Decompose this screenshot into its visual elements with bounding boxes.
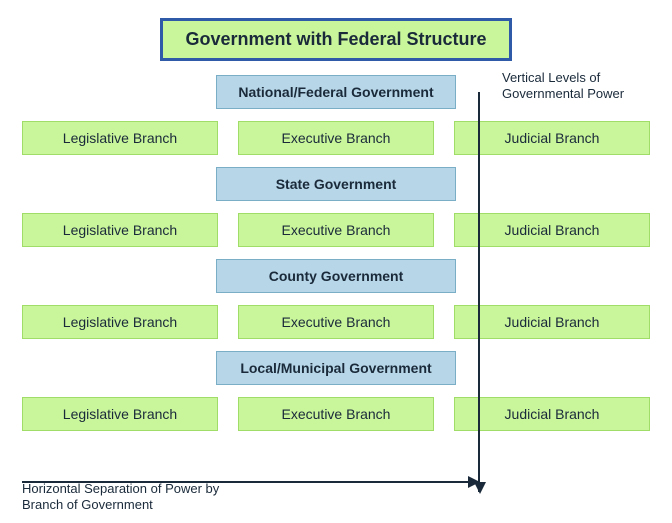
branch-box-judicial: Judicial Branch [454,213,650,247]
branch-box-legislative: Legislative Branch [22,121,218,155]
branch-row: Legislative Branch Executive Branch Judi… [22,397,650,431]
diagram-stack: National/Federal Government Legislative … [22,75,650,431]
branch-row: Legislative Branch Executive Branch Judi… [22,121,650,155]
branch-row: Legislative Branch Executive Branch Judi… [22,305,650,339]
title-row: Government with Federal Structure [22,18,650,61]
level-row: County Government [22,259,650,293]
horizontal-axis-label: Horizontal Separation of Power by Branch… [22,481,219,514]
branch-box-executive: Executive Branch [238,121,434,155]
level-box-county: County Government [216,259,456,293]
level-box-local: Local/Municipal Government [216,351,456,385]
level-box-national: National/Federal Government [216,75,456,109]
level-row: State Government [22,167,650,201]
branch-box-legislative: Legislative Branch [22,213,218,247]
branch-row: Legislative Branch Executive Branch Judi… [22,213,650,247]
branch-box-legislative: Legislative Branch [22,397,218,431]
diagram-canvas: Government with Federal Structure Vertic… [0,0,672,523]
branch-box-executive: Executive Branch [238,213,434,247]
vertical-axis-arrow [478,92,480,492]
diagram-title: Government with Federal Structure [160,18,511,61]
branch-box-executive: Executive Branch [238,397,434,431]
branch-box-judicial: Judicial Branch [454,397,650,431]
level-box-state: State Government [216,167,456,201]
level-row: Local/Municipal Government [22,351,650,385]
branch-box-executive: Executive Branch [238,305,434,339]
branch-box-legislative: Legislative Branch [22,305,218,339]
vertical-axis-label: Vertical Levels of Governmental Power [502,70,642,103]
branch-box-judicial: Judicial Branch [454,305,650,339]
branch-box-judicial: Judicial Branch [454,121,650,155]
